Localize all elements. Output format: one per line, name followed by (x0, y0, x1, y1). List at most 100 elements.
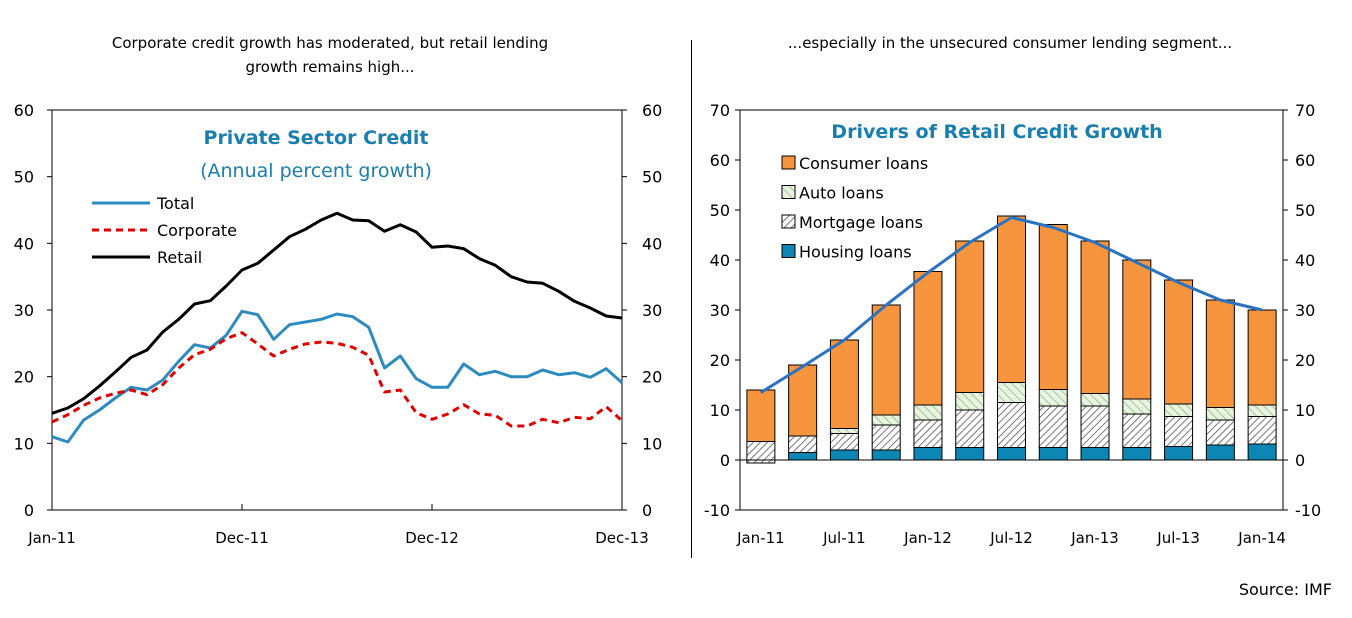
bar-segment-mortgage-loans (1038, 405, 1068, 448)
bar-segment-mortgage-loans (746, 441, 776, 461)
y-tick-label-right: 40 (1295, 251, 1315, 270)
series-line-retail (51, 211, 623, 415)
source-note: Source: IMF (1238, 580, 1332, 599)
y-tick-label-left: 40 (710, 251, 730, 270)
bar-segment-auto-loans (955, 392, 985, 411)
y-tick-label-right: 0 (1295, 451, 1305, 470)
y-tick-label-left: 0 (720, 451, 730, 470)
bar-segment-housing-loans (1205, 444, 1235, 461)
bar-segment-auto-loans (871, 414, 901, 426)
chart-title: Private Sector Credit (204, 127, 429, 149)
bar-segment-consumer-loans (788, 364, 818, 437)
y-tick-label-left: 60 (710, 151, 730, 170)
bar-segment-auto-loans (997, 382, 1026, 403)
x-tick-label: Jan-11 (736, 529, 785, 547)
legend-label-mortgage-loans: Mortgage loans (799, 213, 923, 232)
bar-segment-housing-loans (913, 447, 943, 461)
x-tick-label: Jul-13 (1156, 529, 1200, 547)
bar-segment-auto-loans (1080, 393, 1110, 407)
chart-subtitle: (Annual percent growth) (200, 160, 432, 182)
legend-swatch-mortgage-loans (781, 214, 796, 229)
bar-segment-housing-loans (1038, 447, 1068, 461)
bar-segment-auto-loans (1164, 403, 1194, 417)
y-tick-label-right: 30 (642, 301, 662, 320)
bar-segment-mortgage-loans (871, 424, 901, 451)
legend-label-total: Total (156, 194, 194, 213)
bar-segment-consumer-loans (997, 215, 1026, 383)
bar-segment-mortgage-loans (913, 419, 943, 448)
bar-segment-consumer-loans (1122, 259, 1152, 400)
x-tick-label: Jul-12 (989, 529, 1033, 547)
legend-label-consumer-loans: Consumer loans (799, 154, 928, 173)
bar-segment-housing-loans (1247, 443, 1277, 461)
y-tick-label-right: 50 (642, 168, 662, 187)
y-tick-label-left: 50 (710, 201, 730, 220)
bar-segment-housing-loans (871, 449, 901, 461)
bar-segment-housing-loans (955, 447, 985, 461)
x-tick-label: Jan-13 (1070, 529, 1119, 547)
legend-swatch-housing-loans (781, 244, 796, 258)
x-tick-label: Dec-13 (595, 529, 649, 547)
legend-label-retail: Retail (157, 248, 202, 267)
bar-segment-mortgage-loans (1080, 405, 1110, 448)
bar-segment-consumer-loans (829, 339, 859, 429)
y-tick-label-left: 0 (24, 501, 34, 520)
y-tick-label-right: 60 (642, 101, 662, 120)
bar-segment-housing-loans (788, 452, 818, 461)
y-tick-label-right: 0 (642, 501, 652, 520)
chart-title: Drivers of Retail Credit Growth (831, 121, 1162, 143)
bar-segment-housing-loans (829, 449, 859, 461)
y-tick-label-left: 30 (710, 301, 730, 320)
bar-segment-consumer-loans (955, 240, 985, 393)
right-chart-caption: ...especially in the unsecured consumer … (787, 34, 1233, 52)
left-chart-caption: Corporate credit growth has moderated, b… (111, 34, 549, 76)
x-tick-label: Jan-11 (27, 529, 76, 547)
y-tick-label-right: 10 (1295, 401, 1315, 420)
x-tick-label: Jul-11 (822, 529, 866, 547)
bar-segment-mortgage-loans (788, 435, 818, 453)
bar-segment-housing-loans (1164, 446, 1194, 461)
bar-segment-housing-loans (997, 447, 1026, 461)
bar-segment-auto-loans (829, 428, 859, 434)
y-tick-label-left: 40 (14, 234, 34, 253)
bar-segment-consumer-loans (871, 304, 901, 416)
bar-segment-auto-loans (1247, 404, 1277, 417)
x-tick-label: Dec-11 (215, 529, 269, 547)
y-tick-label-right: 30 (1295, 301, 1315, 320)
legend-label-auto-loans: Auto loans (799, 184, 884, 203)
panel-divider (691, 40, 692, 558)
bar-segment-auto-loans (1038, 389, 1068, 407)
bar-segment-negative-mortgage-loans (746, 459, 776, 464)
series-line-total (51, 309, 623, 444)
bar-segment-mortgage-loans (997, 402, 1026, 448)
y-tick-label-left: 30 (14, 301, 34, 320)
bar-segment-mortgage-loans (955, 409, 985, 448)
legend-label-corporate: Corporate (157, 221, 237, 240)
y-tick-label-right: 70 (1295, 101, 1315, 120)
bar-segment-housing-loans (1122, 447, 1152, 461)
bar-segment-consumer-loans (1164, 279, 1194, 405)
bar-segment-consumer-loans (913, 271, 943, 406)
y-tick-label-left: 20 (710, 351, 730, 370)
bar-segment-consumer-loans (1080, 240, 1110, 394)
x-tick-label: Jan-12 (903, 529, 952, 547)
y-tick-label-right: 10 (642, 434, 662, 453)
x-tick-label: Dec-12 (405, 529, 459, 547)
y-tick-label-left: 10 (14, 434, 34, 453)
bar-segment-mortgage-loans (1164, 416, 1194, 447)
bar-segment-consumer-loans (1205, 299, 1235, 408)
bar-segment-auto-loans (1205, 407, 1235, 421)
y-tick-label-left: 10 (710, 401, 730, 420)
bar-segment-consumer-loans (1247, 309, 1277, 406)
bar-segment-mortgage-loans (1122, 413, 1152, 448)
legend-label-housing-loans: Housing loans (799, 243, 912, 262)
y-tick-label-right: 50 (1295, 201, 1315, 220)
bar-segment-consumer-loans (1038, 224, 1068, 390)
y-tick-label-right: 20 (1295, 351, 1315, 370)
x-tick-label: Jan-14 (1237, 529, 1286, 547)
legend-swatch-consumer-loans (781, 155, 796, 170)
y-tick-label-left: 70 (710, 101, 730, 120)
bar-segment-mortgage-loans (1205, 419, 1235, 446)
